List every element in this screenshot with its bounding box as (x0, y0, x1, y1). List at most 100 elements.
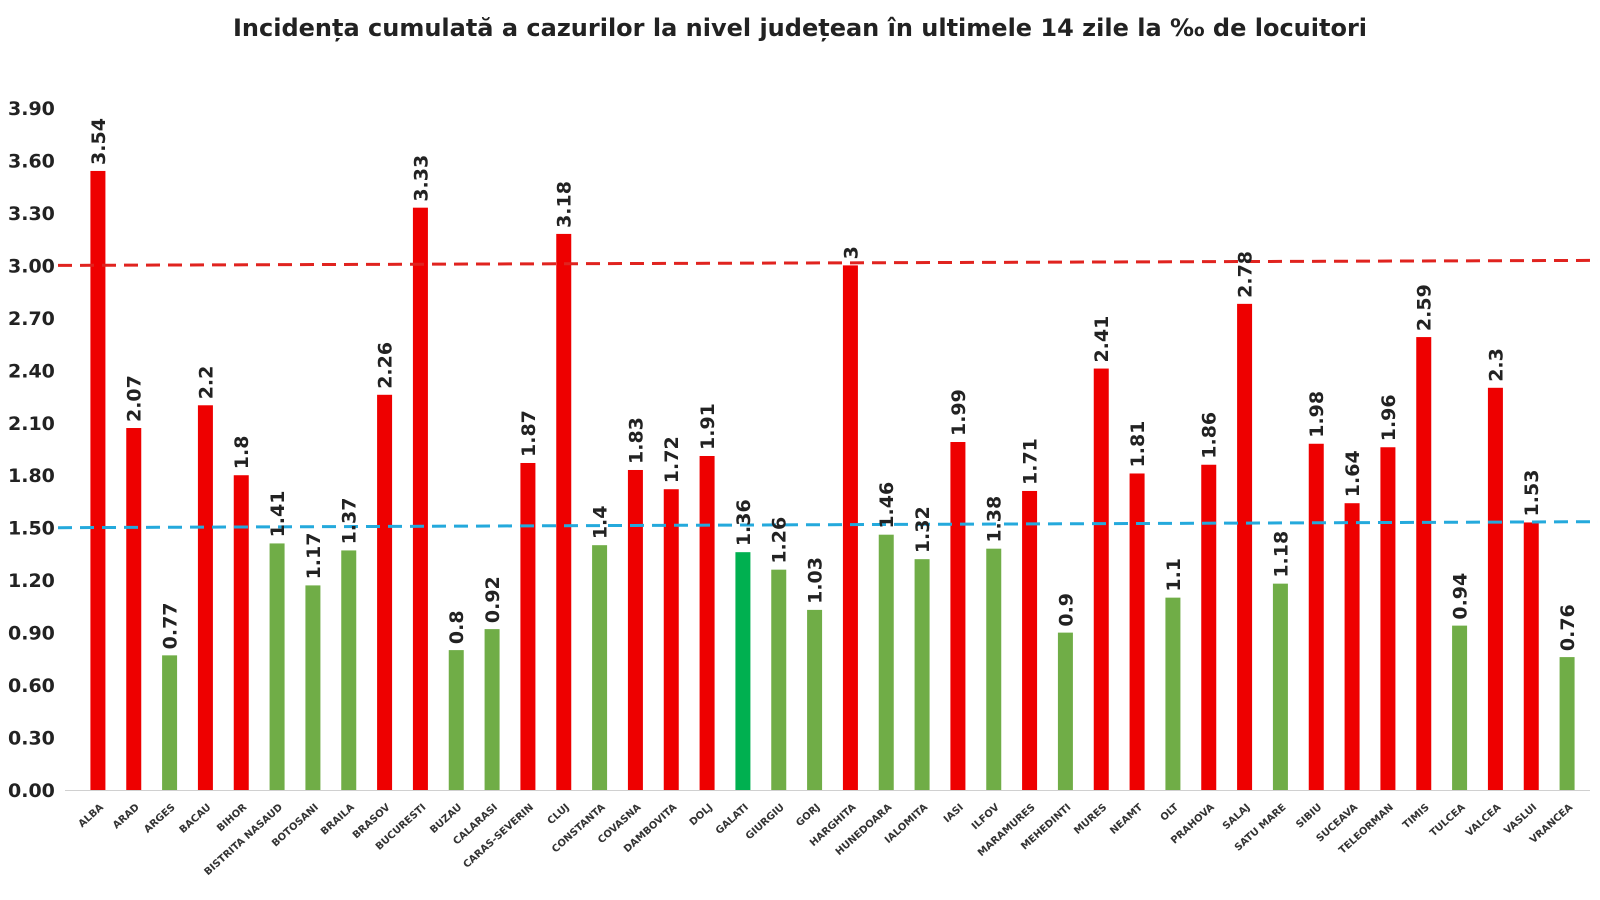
bar (1057, 632, 1073, 790)
x-tick-label: SALAJ (1221, 802, 1253, 832)
bar (1344, 503, 1360, 790)
data-label: 1.8 (231, 436, 253, 470)
bars (90, 170, 1575, 790)
bar (1452, 625, 1468, 790)
data-label: 0.92 (482, 576, 504, 623)
x-tick-label: SIBIU (1294, 802, 1324, 831)
y-axis: 0.00 0.30 0.60 0.90 1.20 1.50 1.80 2.10 2.40 2.70… (8, 98, 55, 802)
y-tick-label: 3.60 (8, 150, 55, 172)
data-label: 1.98 (1306, 391, 1328, 438)
data-label: 1.83 (625, 417, 647, 464)
data-label: 1.37 (339, 498, 361, 545)
x-tick-label: MURES (1072, 802, 1109, 837)
bar (1129, 473, 1145, 790)
y-tick-label: 1.20 (8, 570, 55, 592)
bar (842, 265, 858, 790)
threshold-line (57, 520, 1599, 530)
y-tick-label: 2.10 (8, 413, 55, 435)
bar (556, 233, 572, 790)
bar (1237, 303, 1253, 790)
bar (377, 394, 393, 790)
bar (950, 442, 966, 790)
bar (663, 489, 679, 790)
bar (592, 545, 608, 790)
data-label: 1.03 (805, 557, 827, 604)
bar (412, 207, 428, 790)
bar (735, 552, 751, 790)
x-tick-label: BIHOR (215, 802, 249, 834)
bar (1093, 368, 1109, 790)
bar (1272, 583, 1288, 790)
x-tick-label: VALCEA (1464, 802, 1504, 839)
data-label: 3.18 (554, 181, 576, 228)
y-tick-label: 2.40 (8, 360, 55, 382)
bar (1201, 464, 1217, 790)
bar (162, 655, 178, 790)
data-label: 1.36 (733, 499, 755, 546)
bar (484, 629, 500, 790)
threshold-line (57, 258, 1599, 267)
data-label: 2.26 (375, 342, 397, 389)
x-tick-label: ARAD (111, 802, 142, 831)
data-label: 1.72 (661, 436, 683, 483)
x-tick-label: ILFOV (970, 802, 1002, 832)
data-label: 1.38 (984, 496, 1006, 543)
y-tick-label: 2.70 (8, 308, 55, 330)
data-label: 1.46 (876, 482, 898, 529)
bar (878, 534, 894, 790)
data-label: 1.17 (303, 533, 325, 580)
bar (448, 650, 464, 790)
bar (520, 462, 536, 790)
x-tick-label: ARGES (142, 802, 177, 835)
x-tick-label: GORJ (794, 802, 822, 829)
x-tick-label: BACAU (178, 802, 214, 836)
data-label: 3.33 (410, 155, 432, 202)
data-label: 1.32 (912, 506, 934, 553)
x-tick-label: OLT (1159, 802, 1181, 824)
data-label: 1.71 (1020, 438, 1042, 485)
bar (771, 569, 787, 790)
data-label: 0.76 (1557, 604, 1579, 651)
bar (1022, 490, 1038, 790)
bar (627, 469, 643, 790)
chart-title: Incidența cumulată a cazurilor la nivel … (232, 14, 1368, 42)
y-tick-label: 1.50 (8, 518, 55, 540)
data-label: 2.07 (124, 375, 146, 422)
bar (1523, 522, 1539, 790)
data-label: 2.41 (1091, 316, 1113, 363)
bar (986, 548, 1002, 790)
bar (126, 428, 142, 790)
data-label: 3.54 (88, 118, 110, 165)
y-tick-label: 3.30 (8, 203, 55, 225)
y-tick-label: 0.00 (8, 780, 55, 802)
data-label: 1.1 (1163, 558, 1185, 592)
bar (269, 543, 285, 790)
x-tick-label: TULCEA (1428, 802, 1468, 839)
data-label: 2.78 (1235, 251, 1257, 298)
data-label: 0.9 (1055, 593, 1077, 627)
x-tick-label: CLUJ (546, 802, 572, 827)
bar (90, 170, 106, 790)
y-tick-label: 0.30 (8, 728, 55, 750)
x-tick-label: BUZAU (428, 802, 464, 836)
x-tick-label: CARAS-SEVERIN (461, 802, 535, 871)
bar (914, 559, 930, 790)
bar (341, 550, 357, 790)
x-tick-label: IASI (942, 802, 966, 825)
y-tick-label: 0.90 (8, 623, 55, 645)
data-label: 1.96 (1378, 394, 1400, 441)
x-tick-label: NEAMT (1108, 802, 1145, 837)
data-label: 0.77 (160, 602, 182, 649)
y-tick-label: 1.80 (8, 465, 55, 487)
data-label: 0.94 (1450, 573, 1472, 620)
bar (305, 585, 321, 790)
x-tick-label: GIURGIU (744, 802, 787, 842)
bar (233, 475, 249, 790)
y-tick-label: 3.00 (8, 255, 55, 277)
data-label: 1.99 (948, 389, 970, 436)
data-label: 1.41 (267, 491, 289, 538)
data-label: 1.18 (1270, 531, 1292, 578)
data-label: 3 (840, 246, 862, 259)
